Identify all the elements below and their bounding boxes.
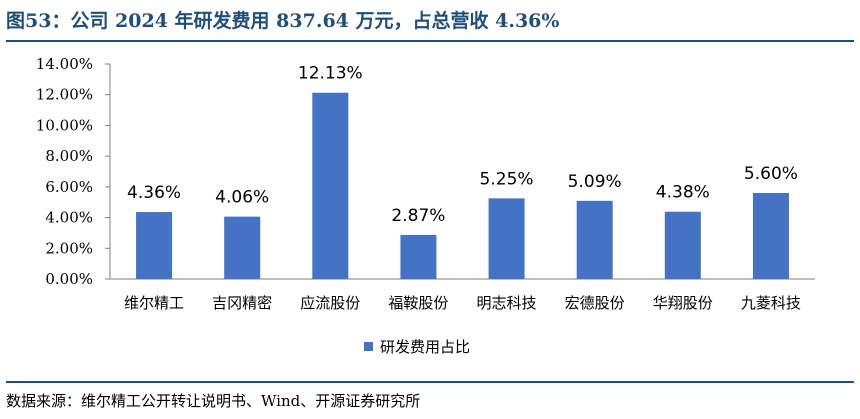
bar <box>400 234 437 279</box>
y-tick-label: 12.00% <box>36 86 93 104</box>
x-tick-label: 福鞍股份 <box>388 294 448 312</box>
figure-title: 图53：公司 2024 年研发费用 837.64 万元，占总营收 4.36% <box>6 10 560 32</box>
bar <box>576 200 613 279</box>
bar <box>488 198 525 279</box>
legend-swatch <box>364 342 373 351</box>
data-label: 2.87% <box>391 206 445 226</box>
data-label: 4.06% <box>215 188 269 208</box>
bar <box>664 211 701 279</box>
bar <box>312 92 349 279</box>
x-tick-label: 应流股份 <box>300 294 360 312</box>
title-rule <box>6 40 854 42</box>
x-tick-label: 维尔精工 <box>124 294 184 312</box>
x-tick-label: 宏德股份 <box>565 294 625 312</box>
data-label: 5.09% <box>568 172 622 192</box>
data-label: 4.38% <box>656 183 710 203</box>
data-label: 4.36% <box>127 183 181 203</box>
legend-label: 研发费用占比 <box>380 338 470 356</box>
data-label: 5.25% <box>480 169 534 189</box>
y-tick-label: 4.00% <box>45 209 93 227</box>
bar <box>224 216 261 279</box>
y-tick-label: 8.00% <box>45 147 93 165</box>
source-rule <box>6 381 854 383</box>
y-tick-label: 0.00% <box>45 270 93 288</box>
x-tick-label: 明志科技 <box>477 294 537 312</box>
x-tick-label: 华翔股份 <box>653 294 713 312</box>
y-tick-label: 14.00% <box>36 55 93 73</box>
y-tick-label: 2.00% <box>45 239 93 257</box>
bar <box>136 212 173 279</box>
x-tick-label: 吉冈精密 <box>212 294 272 312</box>
bar <box>752 193 789 279</box>
x-tick-label: 九菱科技 <box>741 294 801 312</box>
y-tick-label: 10.00% <box>36 116 93 134</box>
y-tick-label: 6.00% <box>45 178 93 196</box>
source-note: 数据来源：维尔精工公开转让说明书、Wind、开源证券研究所 <box>6 392 421 410</box>
data-label: 12.13% <box>298 64 363 84</box>
bar-chart: 0.00% 2.00% 4.00% 6.00% 8.00% 10.00% 12.00% 14.… <box>36 55 815 356</box>
data-label: 5.60% <box>744 164 798 184</box>
